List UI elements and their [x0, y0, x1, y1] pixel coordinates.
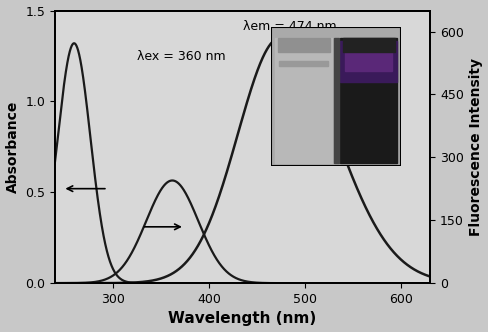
Bar: [277, 38, 329, 52]
Bar: [345, 49, 391, 71]
Y-axis label: Fluorescence Intensity: Fluorescence Intensity: [468, 58, 483, 236]
Text: λex = 360 nm: λex = 360 nm: [137, 49, 225, 63]
X-axis label: Wavelength (nm): Wavelength (nm): [168, 311, 316, 326]
Bar: [339, 38, 396, 163]
Bar: [339, 41, 396, 82]
Bar: [333, 38, 338, 163]
Bar: [342, 38, 394, 52]
Bar: [275, 38, 332, 163]
Text: λem = 474 nm: λem = 474 nm: [242, 20, 336, 33]
Bar: [279, 61, 328, 66]
Y-axis label: Absorbance: Absorbance: [5, 101, 20, 193]
